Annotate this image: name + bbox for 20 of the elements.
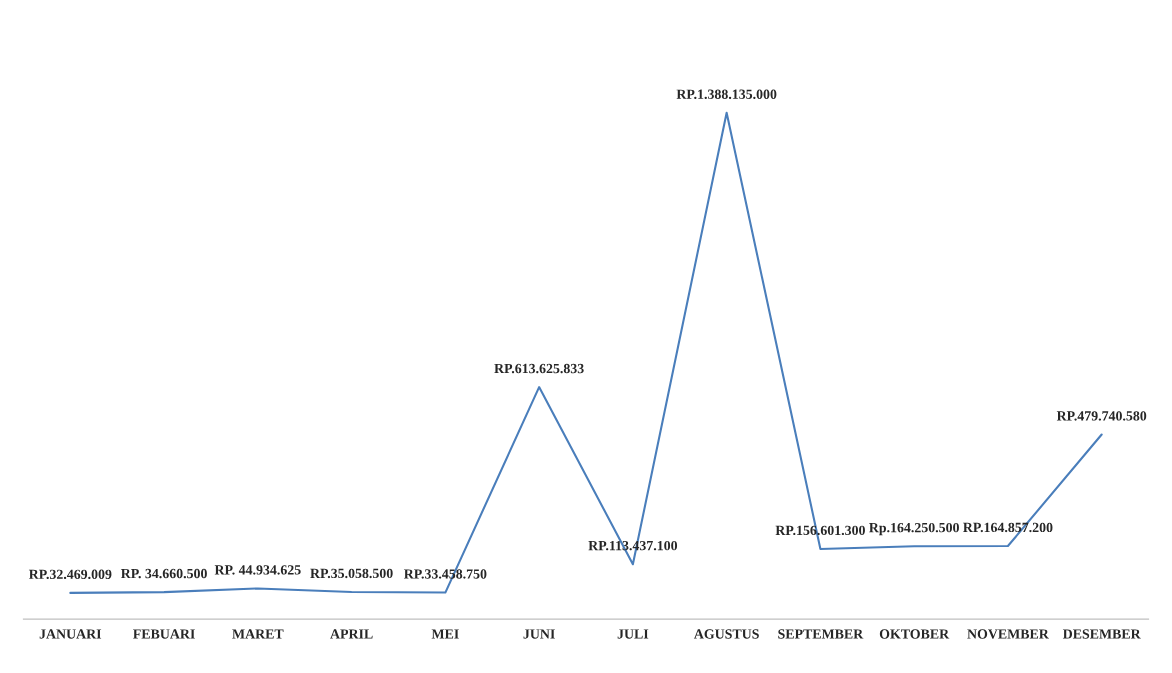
x-tick-label: FEBUARI xyxy=(133,629,195,639)
x-tick-label: JULI xyxy=(617,629,649,639)
data-label: RP.613.625.833 xyxy=(494,363,584,374)
data-label: RP. 44.934.625 xyxy=(214,565,301,575)
x-tick-label: JANUARI xyxy=(39,629,102,639)
x-tick-label: NOVEMBER xyxy=(967,629,1049,639)
data-label: Rp.164.250.500 xyxy=(869,522,959,536)
x-tick-label: JUNI xyxy=(523,629,555,639)
x-tick-label: AGUSTUS xyxy=(693,629,759,639)
x-tick-label: APRIL xyxy=(330,629,373,639)
data-label: RP.32.469.009 xyxy=(28,569,112,580)
x-tick-label: MEI xyxy=(431,629,459,639)
data-label: RP. 34.660.500 xyxy=(120,568,207,579)
x-tick-label: DESEMBER xyxy=(1062,629,1141,639)
data-label: RP.479.740.580 xyxy=(1056,411,1147,421)
x-tick-label: SEPTEMBER xyxy=(778,629,864,639)
data-label: RP.35.058.500 xyxy=(310,568,393,579)
x-tick-label: MARET xyxy=(232,629,284,639)
x-tick-label: OKTOBER xyxy=(879,629,950,639)
data-label: RP.1.388.135.000 xyxy=(676,89,777,99)
